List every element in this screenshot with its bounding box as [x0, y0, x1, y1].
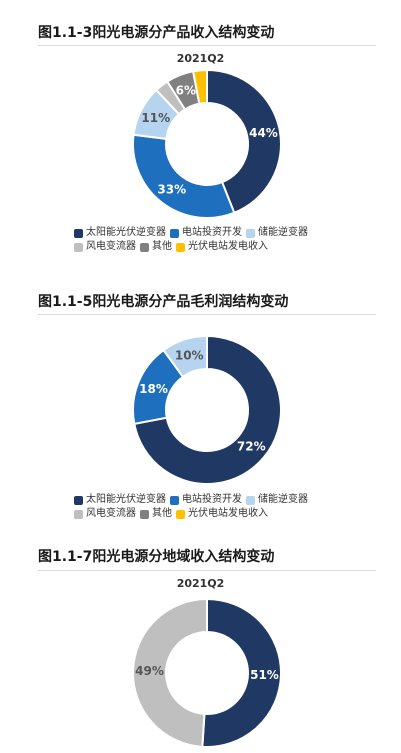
donut-slice [133, 334, 282, 485]
legend-item: 风电变流器 [74, 240, 136, 254]
donut-slice [162, 334, 208, 379]
legend-swatch [246, 228, 255, 238]
chart-legend: 太阳能光伏逆变器 电站投资开发 储能逆变器风电变流器 其他 光伏电站发电收入 [74, 493, 374, 521]
chart-subtitle: 2021Q2 [176, 577, 225, 590]
legend-label: 太阳能光伏逆变器 [86, 494, 166, 505]
legend-item: 太阳能光伏逆变器 [74, 226, 166, 240]
title-divider [38, 45, 376, 46]
legend-item: 电站投资开发 [170, 493, 242, 507]
donut-chart-product-gross-profit: 72% 18% 10% [132, 334, 282, 485]
slice-data-label: 49% [135, 664, 164, 678]
legend-item: 风电变流器 [74, 507, 136, 521]
legend-swatch [170, 228, 179, 238]
legend-swatch [74, 228, 83, 238]
legend-label: 其他 [152, 241, 172, 252]
legend-label: 储能逆变器 [258, 227, 308, 238]
legend-swatch [176, 509, 185, 519]
legend-item: 太阳能光伏逆变器 [74, 493, 166, 507]
chart-legend: 太阳能光伏逆变器 电站投资开发 储能逆变器风电变流器 其他 光伏电站发电收入 [74, 226, 374, 254]
donut-chart-product-revenue: 44% 33% 11% 6% [132, 68, 282, 219]
legend-item: 储能逆变器 [246, 493, 308, 507]
legend-label: 其他 [152, 508, 172, 519]
donut-slice [206, 68, 282, 215]
slice-data-label: 10% [175, 348, 204, 362]
legend-label: 电站投资开发 [182, 227, 242, 238]
legend-swatch [176, 242, 185, 252]
slice-data-label: 6% [176, 84, 196, 98]
legend-row: 太阳能光伏逆变器 电站投资开发 储能逆变器 [74, 493, 374, 507]
legend-label: 电站投资开发 [182, 494, 242, 505]
legend-row: 太阳能光伏逆变器 电站投资开发 储能逆变器 [74, 226, 374, 240]
legend-item: 光伏电站发电收入 [176, 507, 268, 521]
legend-swatch [74, 509, 83, 519]
title-divider [38, 314, 376, 315]
legend-item: 其他 [140, 507, 172, 521]
donut-slice [191, 68, 208, 105]
legend-row: 风电变流器 其他 光伏电站发电收入 [74, 240, 374, 254]
slice-data-label: 51% [250, 668, 279, 682]
legend-item: 储能逆变器 [246, 226, 308, 240]
legend-row: 风电变流器 其他 光伏电站发电收入 [74, 507, 374, 521]
slice-data-label: 33% [157, 182, 186, 196]
slice-data-label: 18% [139, 382, 168, 396]
legend-swatch [170, 495, 179, 505]
title-divider [38, 570, 376, 571]
legend-label: 风电变流器 [86, 241, 136, 252]
chart-title: 图1.1-5阳光电源分产品毛利润结构变动 [38, 294, 289, 310]
legend-label: 光伏电站发电收入 [188, 241, 268, 252]
legend-swatch [246, 495, 255, 505]
legend-swatch [140, 509, 149, 519]
legend-item: 其他 [140, 240, 172, 254]
legend-label: 太阳能光伏逆变器 [86, 227, 166, 238]
chart-subtitle: 2021Q2 [176, 52, 225, 65]
slice-data-label: 44% [249, 126, 278, 140]
legend-swatch [74, 242, 83, 252]
legend-swatch [74, 495, 83, 505]
legend-item: 光伏电站发电收入 [176, 240, 268, 254]
legend-label: 储能逆变器 [258, 494, 308, 505]
slice-data-label: 11% [141, 111, 170, 125]
slice-data-label: 72% [237, 440, 266, 454]
legend-swatch [140, 242, 149, 252]
legend-label: 风电变流器 [86, 508, 136, 519]
chart-title: 图1.1-3阳光电源分产品收入结构变动 [38, 25, 275, 41]
donut-slice [132, 133, 236, 219]
donut-chart-region-revenue: 51% 49% [132, 597, 282, 748]
legend-item: 电站投资开发 [170, 226, 242, 240]
donut-slice [132, 597, 208, 748]
legend-label: 光伏电站发电收入 [188, 508, 268, 519]
chart-title: 图1.1-7阳光电源分地域收入结构变动 [38, 549, 275, 565]
